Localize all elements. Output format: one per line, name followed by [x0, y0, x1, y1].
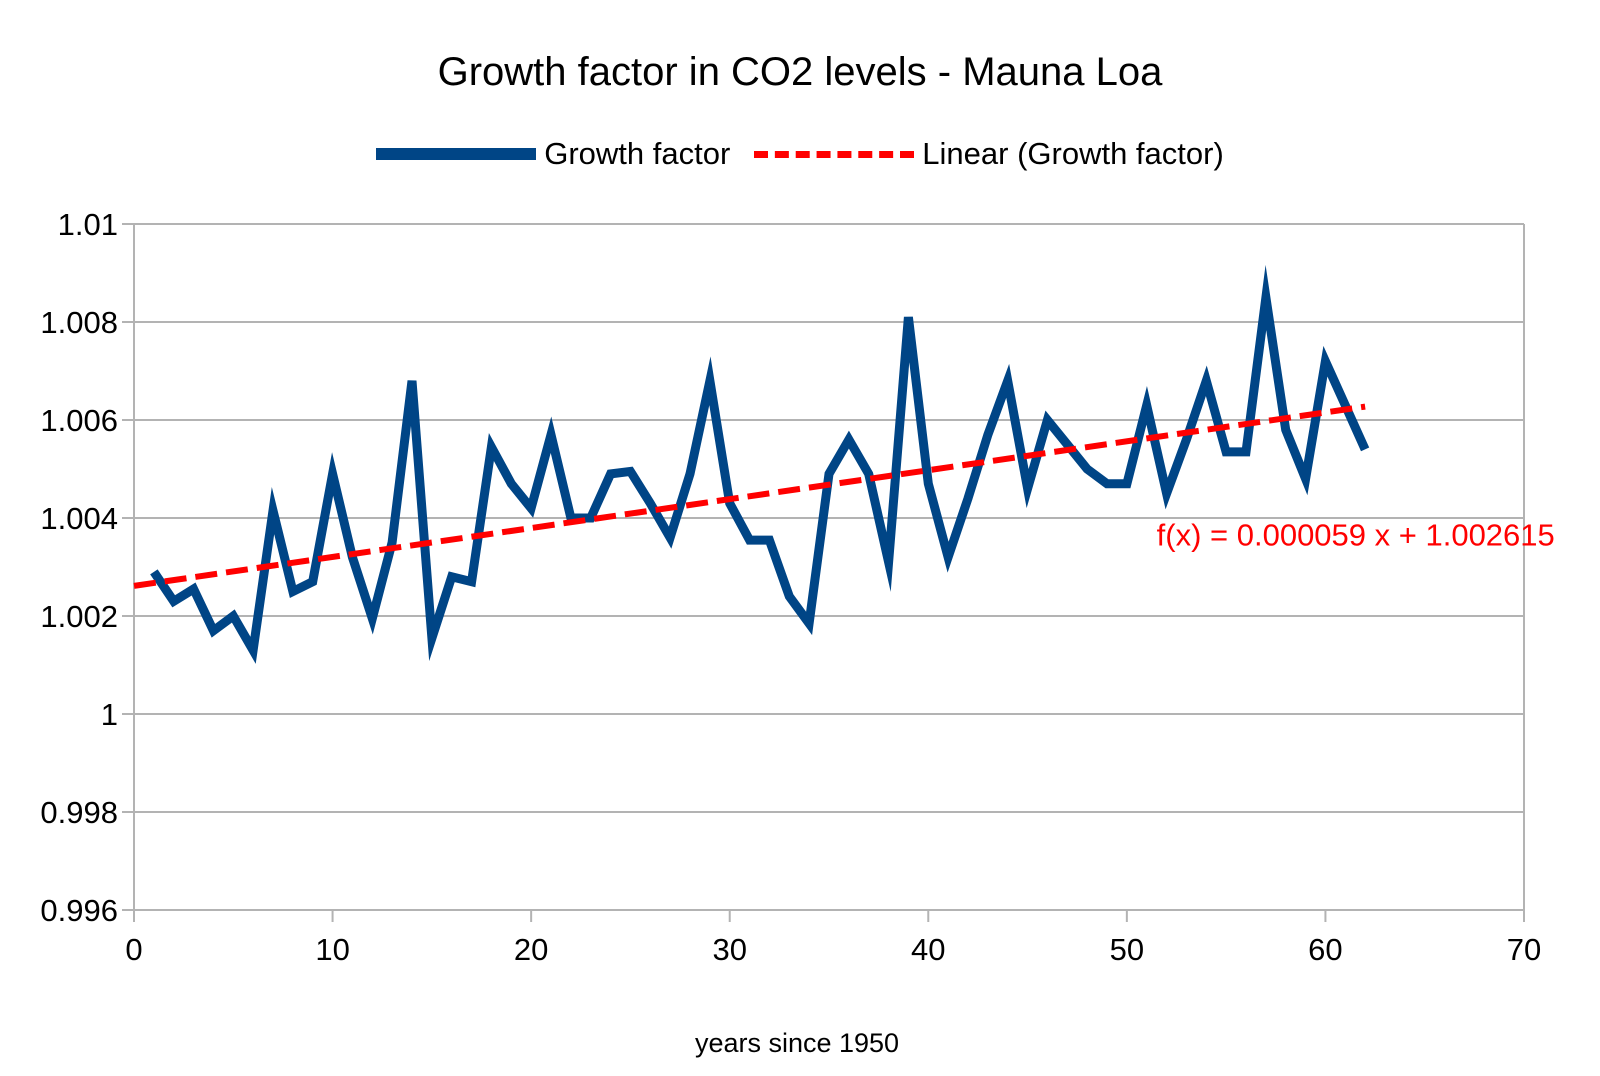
- legend-label-growth-factor: Growth factor: [544, 136, 731, 171]
- grid-lines: [134, 223, 1524, 911]
- tick-labels: 0.996 0.998 1 1.002 1.004 1.006 1.008 1.01 0 10 20…: [40, 207, 1541, 967]
- x-tick-label: 70: [1507, 932, 1541, 967]
- x-tick-label: 50: [1110, 932, 1144, 967]
- y-tick-label: 1.004: [40, 501, 118, 536]
- x-tick-label: 0: [125, 932, 142, 967]
- y-tick-label: 1.008: [40, 305, 118, 340]
- chart-title: Growth factor in CO2 levels - Mauna Loa: [437, 50, 1163, 94]
- x-tick-label: 60: [1308, 932, 1342, 967]
- legend-swatch-linear: [754, 150, 915, 158]
- y-tick-label: 1.002: [40, 599, 118, 634]
- series-line-growth-factor: [150, 264, 1370, 664]
- y-tick-label: 1.01: [58, 207, 118, 242]
- legend-item-linear: Linear (Growth factor): [754, 136, 1224, 172]
- x-tick-label: 30: [712, 932, 746, 967]
- x-axis-title: years since 1950: [695, 1028, 899, 1058]
- trendline-linear: [133, 403, 1366, 589]
- y-tick-label: 0.998: [40, 795, 118, 830]
- y-tick-label: 0.996: [40, 893, 118, 928]
- legend-item-growth-factor: Growth factor: [376, 136, 730, 172]
- legend: Growth factor Linear (Growth factor): [0, 136, 1600, 172]
- x-tick-label: 40: [911, 932, 945, 967]
- x-tick-label: 20: [514, 932, 548, 967]
- legend-swatch-growth-factor: [376, 148, 537, 160]
- series-layer: [133, 264, 1370, 664]
- axes: [122, 223, 1525, 922]
- x-tick-label: 10: [315, 932, 349, 967]
- y-tick-label: 1.006: [40, 403, 118, 438]
- y-tick-label: 1: [101, 697, 118, 732]
- legend-label-linear: Linear (Growth factor): [922, 136, 1224, 171]
- trend-equation: f(x) = 0.000059 x + 1.002615: [1157, 517, 1555, 552]
